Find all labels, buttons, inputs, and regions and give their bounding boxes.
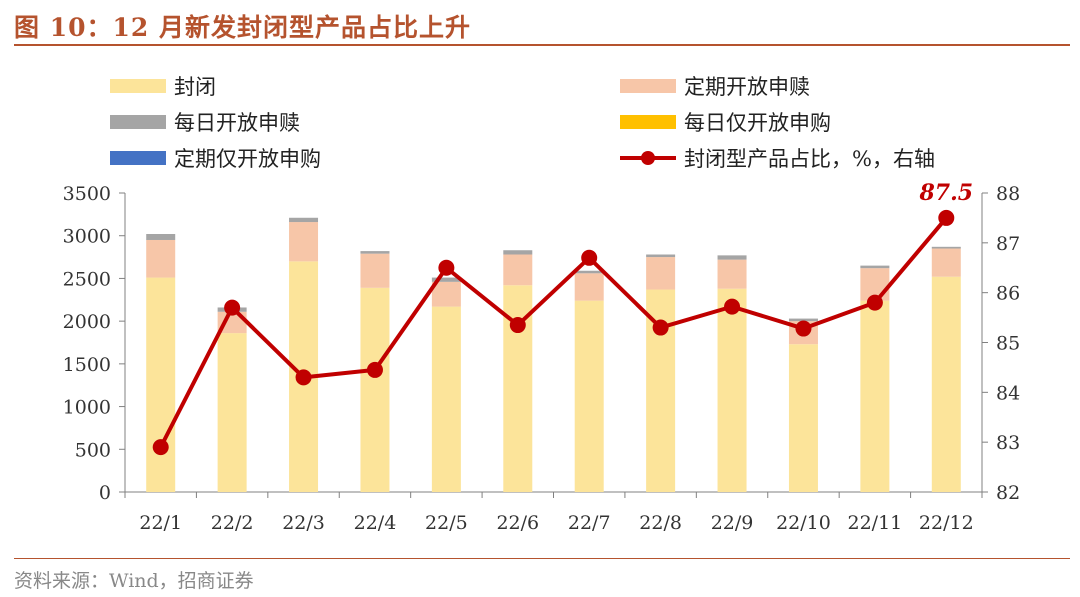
bar-segment (646, 257, 676, 290)
left-tick-label: 0 (99, 482, 111, 504)
bar-segment (717, 288, 747, 492)
share-point (581, 249, 598, 266)
x-tick-label: 22/5 (425, 512, 468, 534)
right-tick-label: 82 (996, 482, 1020, 504)
bar-segment (931, 246, 961, 249)
bar-segment (289, 222, 319, 262)
bar-segment (146, 234, 176, 240)
share-line (158, 216, 948, 449)
bar-segment (217, 333, 247, 492)
line-series (152, 209, 955, 456)
bar-segment (503, 250, 533, 255)
x-tick-label: 22/3 (282, 512, 325, 534)
bar-segment (360, 251, 390, 254)
x-tick-label: 22/6 (496, 512, 539, 534)
bar-segment (717, 255, 747, 260)
x-tick-label: 22/2 (211, 512, 254, 534)
legend-swatch (110, 115, 166, 129)
share-point (866, 294, 883, 311)
bar-segment (360, 253, 390, 288)
bar-segment (503, 254, 533, 286)
x-tick-label: 22/4 (354, 512, 397, 534)
legend-swatch (620, 79, 676, 93)
bar-segment (146, 239, 176, 278)
share-point (724, 298, 741, 315)
legend-label: 封闭 (174, 75, 216, 99)
legend-label: 定期开放申赎 (684, 75, 810, 99)
bar-segment (717, 259, 747, 289)
x-tick-label: 22/7 (568, 512, 611, 534)
bar-segment (146, 277, 176, 492)
bar-segment (431, 281, 461, 307)
right-tick-label: 88 (996, 183, 1020, 205)
x-tick-label: 22/10 (776, 512, 831, 534)
left-tick-label: 2000 (63, 311, 111, 333)
legend-label: 每日仅开放申购 (684, 111, 831, 135)
data-labels: 87.5 (918, 180, 973, 206)
left-tick-label: 1500 (63, 354, 111, 376)
left-tick-label: 3500 (63, 183, 111, 205)
bar-segment (431, 306, 461, 492)
bar-segment (574, 270, 604, 274)
left-tick-label: 500 (75, 439, 111, 461)
legend-swatch (110, 79, 166, 93)
bar-segment (574, 300, 604, 492)
share-point (295, 369, 312, 386)
legend-swatch (620, 115, 676, 129)
x-tick-label: 22/8 (639, 512, 682, 534)
bar-segment (360, 287, 390, 492)
right-tick-label: 84 (996, 382, 1020, 404)
legend-swatch (110, 151, 166, 165)
left-tick-label: 3000 (63, 226, 111, 248)
right-tick-label: 83 (996, 432, 1020, 454)
title-divider (14, 44, 1070, 46)
share-point (224, 299, 241, 316)
legend-marker (641, 151, 655, 165)
bar-segment (931, 276, 961, 492)
bar-segment (788, 318, 818, 322)
right-tick-label: 86 (996, 283, 1020, 305)
bar-segment (931, 248, 961, 277)
bar-segment (431, 277, 461, 282)
share-point (366, 361, 383, 378)
right-tick-label: 87 (996, 233, 1020, 255)
bar-segment (289, 217, 319, 223)
legend-label: 封闭型产品占比，%，右轴 (684, 147, 935, 171)
bar-segment (646, 254, 676, 258)
footer-divider (14, 558, 1070, 559)
source-note: 资料来源：Wind，招商证券 (14, 570, 254, 592)
bar-segment (574, 273, 604, 301)
share-point (509, 317, 526, 334)
bar-segment (860, 300, 890, 492)
share-point (152, 439, 169, 456)
x-tick-label: 22/12 (919, 512, 974, 534)
bar-segment (860, 265, 890, 269)
x-tick-label: 22/9 (711, 512, 754, 534)
right-tick-label: 85 (996, 333, 1020, 355)
legend-label: 定期仅开放申购 (174, 147, 321, 171)
left-tick-label: 1000 (63, 397, 111, 419)
last-value-label: 87.5 (918, 180, 973, 206)
chart-axes: 0 500 1000 1500 2000 2500 3000 3500 82 83 84 85 86 87… (63, 183, 1021, 534)
x-tick-label: 22/11 (847, 512, 902, 534)
chart-title: 图 10：12 月新发封闭型产品占比上升 (14, 13, 471, 42)
share-point (438, 259, 455, 276)
legend-label: 每日开放申赎 (174, 111, 300, 135)
share-point (938, 209, 955, 226)
left-tick-label: 2500 (63, 268, 111, 290)
share-point (795, 320, 812, 337)
bar-series (146, 217, 961, 492)
share-point (652, 319, 669, 336)
bar-segment (788, 344, 818, 492)
x-tick-label: 22/1 (139, 512, 182, 534)
